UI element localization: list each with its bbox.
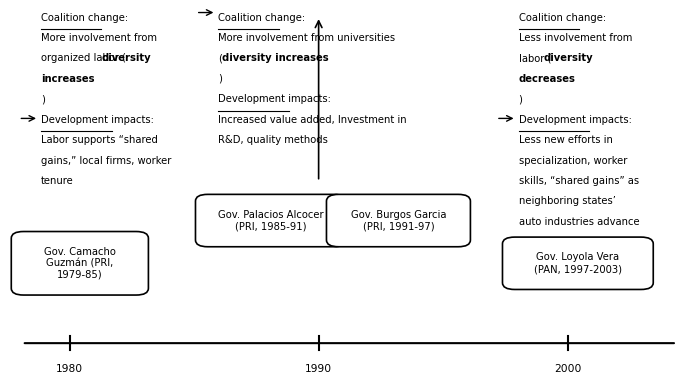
- Text: Coalition change:: Coalition change:: [519, 12, 606, 23]
- Text: More involvement from: More involvement from: [41, 33, 157, 43]
- Text: ): ): [519, 94, 523, 104]
- Text: tenure: tenure: [41, 176, 74, 186]
- Text: Labor supports “shared: Labor supports “shared: [41, 135, 158, 145]
- Text: labor (: labor (: [519, 54, 551, 63]
- Text: Gov. Camacho
Guzmán (PRI,
1979-85): Gov. Camacho Guzmán (PRI, 1979-85): [44, 247, 116, 280]
- Text: Less involvement from: Less involvement from: [519, 33, 632, 43]
- Text: gains,” local firms, worker: gains,” local firms, worker: [41, 156, 171, 166]
- Text: skills, “shared gains” as: skills, “shared gains” as: [519, 176, 638, 186]
- Text: organized labor (: organized labor (: [41, 54, 126, 63]
- FancyBboxPatch shape: [11, 231, 149, 295]
- Text: diversity: diversity: [101, 54, 151, 63]
- Text: 2000: 2000: [554, 363, 582, 374]
- FancyBboxPatch shape: [503, 237, 653, 290]
- Text: 1980: 1980: [56, 363, 83, 374]
- Text: Gov. Palacios Alcocer
(PRI, 1985-91): Gov. Palacios Alcocer (PRI, 1985-91): [218, 210, 324, 231]
- Text: increases: increases: [41, 74, 95, 84]
- Text: Less new efforts in: Less new efforts in: [519, 135, 612, 145]
- Text: specialization, worker: specialization, worker: [519, 156, 627, 166]
- Text: Coalition change:: Coalition change:: [219, 12, 306, 23]
- Text: (: (: [219, 54, 222, 63]
- Text: R&D, quality methods: R&D, quality methods: [219, 135, 328, 145]
- Text: decreases: decreases: [519, 74, 575, 84]
- Text: Gov. Loyola Vera
(PAN, 1997-2003): Gov. Loyola Vera (PAN, 1997-2003): [534, 253, 622, 274]
- Text: diversity: diversity: [543, 54, 593, 63]
- Text: Gov. Burgos Garcia
(PRI, 1991-97): Gov. Burgos Garcia (PRI, 1991-97): [351, 210, 446, 231]
- Text: diversity increases: diversity increases: [222, 54, 329, 63]
- Text: More involvement from universities: More involvement from universities: [219, 33, 395, 43]
- Text: Development impacts:: Development impacts:: [219, 94, 332, 104]
- Text: Development impacts:: Development impacts:: [519, 115, 632, 125]
- FancyBboxPatch shape: [195, 195, 346, 247]
- Text: neighboring states’: neighboring states’: [519, 196, 615, 207]
- Text: ): ): [219, 74, 222, 84]
- Text: Development impacts:: Development impacts:: [41, 115, 154, 125]
- Text: 1990: 1990: [305, 363, 332, 374]
- Text: auto industries advance: auto industries advance: [519, 217, 639, 227]
- FancyBboxPatch shape: [327, 195, 471, 247]
- Text: ): ): [41, 94, 45, 104]
- Text: Coalition change:: Coalition change:: [41, 12, 128, 23]
- Text: Increased value added, Investment in: Increased value added, Investment in: [219, 115, 407, 125]
